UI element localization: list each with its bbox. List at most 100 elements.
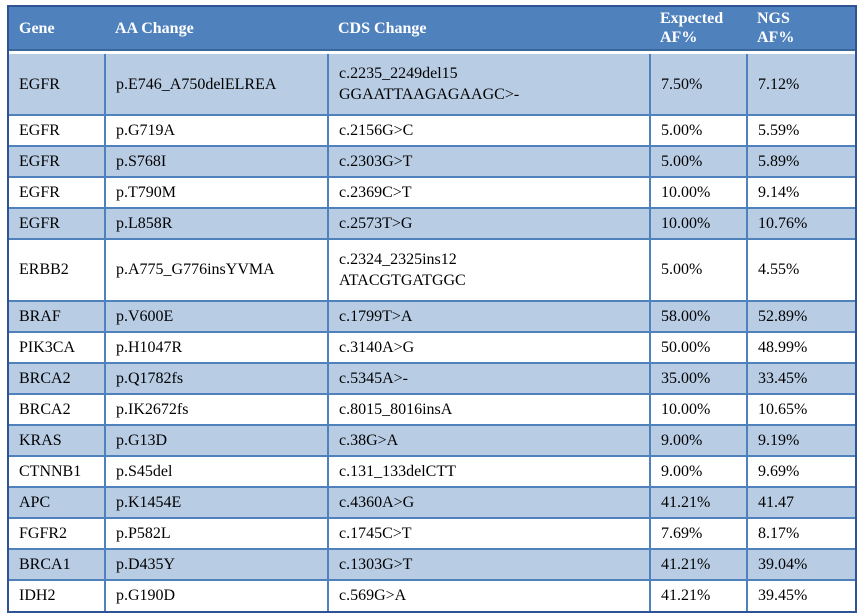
cell-gene: EGFR xyxy=(9,206,106,240)
cell-aa-change: p.IK2672fs xyxy=(104,392,329,426)
cell-ngs-af: 10.65% xyxy=(746,392,855,426)
cell-cds-change: c.4360A>G xyxy=(327,485,651,519)
cell-cds-change: c.2573T>G xyxy=(327,206,651,240)
cell-aa-change: p.H1047R xyxy=(104,330,329,364)
variant-table-container: Gene AA Change CDS Change Expected AF% N… xyxy=(7,5,857,613)
table-row: BRCA2 p.Q1782fs c.5345A>- 35.00% 33.45% xyxy=(9,361,855,395)
cell-cds-change: c.2324_2325ins12 ATACGTGATGGC xyxy=(327,237,651,302)
cell-gene: EGFR xyxy=(9,175,106,209)
cell-aa-change: p.K1454E xyxy=(104,485,329,519)
cell-gene: ERBB2 xyxy=(9,237,106,302)
cell-gene: PIK3CA xyxy=(9,330,106,364)
cell-cds-change: c.2303G>T xyxy=(327,144,651,178)
cell-expected-af: 9.00% xyxy=(649,454,748,488)
cell-expected-af: 5.00% xyxy=(649,113,748,147)
table-row: BRAF p.V600E c.1799T>A 58.00% 52.89% xyxy=(9,299,855,333)
header-cell-expected-af: Expected AF% xyxy=(650,7,747,55)
header-row: Gene AA Change CDS Change Expected AF% N… xyxy=(9,7,855,55)
cell-aa-change: p.V600E xyxy=(104,299,329,333)
table-row: IDH2 p.G190D c.569G>A 41.21% 39.45% xyxy=(9,578,855,611)
cell-expected-af: 7.69% xyxy=(649,516,748,550)
cell-gene: BRCA2 xyxy=(9,361,106,395)
header-cell-cds-change: CDS Change xyxy=(328,7,650,55)
cell-gene: BRAF xyxy=(9,299,106,333)
cell-aa-change: p.Q1782fs xyxy=(104,361,329,395)
cell-ngs-af: 39.04% xyxy=(746,547,855,581)
cell-aa-change: p.L858R xyxy=(104,206,329,240)
cell-gene: EGFR xyxy=(9,144,106,178)
cell-ngs-af: 33.45% xyxy=(746,361,855,395)
cell-cds-change: c.569G>A xyxy=(327,578,651,611)
cell-aa-change: p.E746_A750delELREA xyxy=(104,51,329,116)
header-cell-ngs-af: NGS AF% xyxy=(747,7,855,55)
cell-cds-change: c.1303G>T xyxy=(327,547,651,581)
cell-cds-change: c.8015_8016insA xyxy=(327,392,651,426)
table-row: KRAS p.G13D c.38G>A 9.00% 9.19% xyxy=(9,423,855,457)
cell-expected-af: 41.21% xyxy=(649,547,748,581)
cell-expected-af: 10.00% xyxy=(649,206,748,240)
cell-aa-change: p.P582L xyxy=(104,516,329,550)
cell-gene: KRAS xyxy=(9,423,106,457)
table-row: EGFR p.E746_A750delELREA c.2235_2249del15 … xyxy=(9,51,855,116)
cell-expected-af: 10.00% xyxy=(649,392,748,426)
table-row: EGFR p.T790M c.2369C>T 10.00% 9.14% xyxy=(9,175,855,209)
table-row: EGFR p.G719A c.2156G>C 5.00% 5.59% xyxy=(9,113,855,147)
cell-cds-change: c.38G>A xyxy=(327,423,651,457)
cell-aa-change: p.S45del xyxy=(104,454,329,488)
cell-expected-af: 41.21% xyxy=(649,485,748,519)
table-row: BRCA1 p.D435Y c.1303G>T 41.21% 39.04% xyxy=(9,547,855,581)
cell-gene: EGFR xyxy=(9,51,106,116)
cell-ngs-af: 52.89% xyxy=(746,299,855,333)
cell-ngs-af: 9.69% xyxy=(746,454,855,488)
cell-gene: IDH2 xyxy=(9,578,106,611)
cell-aa-change: p.G190D xyxy=(104,578,329,611)
cell-ngs-af: 5.89% xyxy=(746,144,855,178)
table-row: FGFR2 p.P582L c.1745C>T 7.69% 8.17% xyxy=(9,516,855,550)
cell-gene: FGFR2 xyxy=(9,516,106,550)
cell-cds-change: c.5345A>- xyxy=(327,361,651,395)
table-row: APC p.K1454E c.4360A>G 41.21% 41.47 xyxy=(9,485,855,519)
table-row: EGFR p.L858R c.2573T>G 10.00% 10.76% xyxy=(9,206,855,240)
table-row: CTNNB1 p.S45del c.131_133delCTT 9.00% 9.69% xyxy=(9,454,855,488)
header-cell-aa-change: AA Change xyxy=(105,7,328,55)
cell-aa-change: p.T790M xyxy=(104,175,329,209)
cell-cds-change: c.131_133delCTT xyxy=(327,454,651,488)
cell-ngs-af: 9.14% xyxy=(746,175,855,209)
cell-ngs-af: 10.76% xyxy=(746,206,855,240)
cell-expected-af: 41.21% xyxy=(649,578,748,611)
cell-expected-af: 5.00% xyxy=(649,237,748,302)
cell-aa-change: p.S768I xyxy=(104,144,329,178)
cell-ngs-af: 7.12% xyxy=(746,51,855,116)
cell-expected-af: 50.00% xyxy=(649,330,748,364)
cell-ngs-af: 4.55% xyxy=(746,237,855,302)
cell-cds-change: c.1745C>T xyxy=(327,516,651,550)
cell-cds-change: c.1799T>A xyxy=(327,299,651,333)
cell-cds-change: c.2369C>T xyxy=(327,175,651,209)
cell-expected-af: 5.00% xyxy=(649,144,748,178)
cell-gene: EGFR xyxy=(9,113,106,147)
header-cell-gene: Gene xyxy=(9,7,105,55)
table-row: ERBB2 p.A775_G776insYVMA c.2324_2325ins12 … xyxy=(9,237,855,302)
cell-gene: CTNNB1 xyxy=(9,454,106,488)
table-row: BRCA2 p.IK2672fs c.8015_8016insA 10.00% 10.6… xyxy=(9,392,855,426)
cell-aa-change: p.D435Y xyxy=(104,547,329,581)
cell-aa-change: p.A775_G776insYVMA xyxy=(104,237,329,302)
cell-ngs-af: 39.45% xyxy=(746,578,855,611)
cell-cds-change: c.2235_2249del15 GGAATTAAGAGAAGC>- xyxy=(327,51,651,116)
cell-expected-af: 9.00% xyxy=(649,423,748,457)
cell-aa-change: p.G719A xyxy=(104,113,329,147)
cell-gene: APC xyxy=(9,485,106,519)
table-body: EGFR p.E746_A750delELREA c.2235_2249del15 … xyxy=(9,51,855,611)
cell-ngs-af: 41.47 xyxy=(746,485,855,519)
cell-expected-af: 10.00% xyxy=(649,175,748,209)
cell-ngs-af: 48.99% xyxy=(746,330,855,364)
cell-ngs-af: 9.19% xyxy=(746,423,855,457)
cell-expected-af: 58.00% xyxy=(649,299,748,333)
cell-ngs-af: 5.59% xyxy=(746,113,855,147)
table-row: EGFR p.S768I c.2303G>T 5.00% 5.89% xyxy=(9,144,855,178)
cell-cds-change: c.2156G>C xyxy=(327,113,651,147)
cell-aa-change: p.G13D xyxy=(104,423,329,457)
cell-gene: BRCA1 xyxy=(9,547,106,581)
table-header: Gene AA Change CDS Change Expected AF% N… xyxy=(9,7,855,55)
cell-gene: BRCA2 xyxy=(9,392,106,426)
